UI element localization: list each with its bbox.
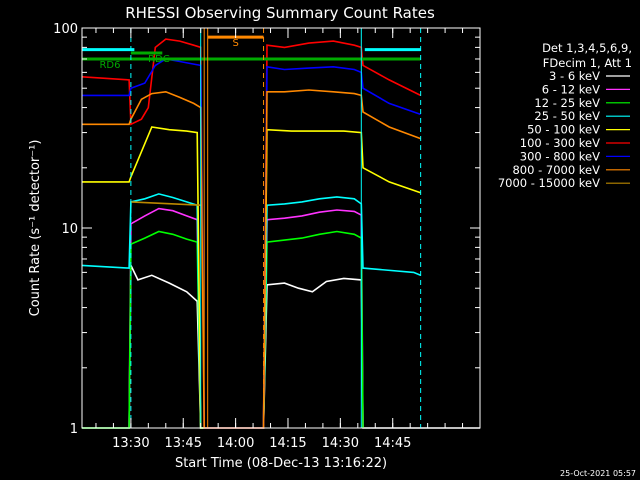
legend-label-4: 50 - 100 keV (527, 123, 600, 137)
flag-bar-label-2: RD6 (99, 60, 120, 71)
series-line-2 (82, 230, 364, 429)
x-tick-label-1: 13:45 (165, 436, 202, 451)
x-tick-label-3: 14:15 (269, 436, 306, 451)
x-tick-label-0: 13:30 (112, 436, 149, 451)
y-tick-label-0: 1 (70, 422, 78, 437)
y-axis-label: Count Rate (s⁻¹ detector⁻¹) (28, 140, 43, 317)
series-line-3 (81, 193, 421, 429)
legend-label-7: 800 - 7000 keV (512, 163, 600, 177)
flag-bar-label-3: RDC (148, 54, 170, 65)
series-line-1 (128, 207, 364, 429)
legend-title-1: FDecim 1, Att 1 (543, 56, 632, 70)
legend: Det 1,3,4,5,6,9,FDecim 1, Att 13 - 6 keV… (498, 41, 632, 190)
x-axis-label: Start Time (08-Dec-13 13:16:22) (175, 456, 387, 471)
x-tick-label-2: 14:00 (217, 436, 254, 451)
legend-label-0: 3 - 6 keV (549, 69, 600, 83)
series-line-4 (82, 126, 421, 429)
legend-label-3: 25 - 50 keV (534, 109, 600, 123)
legend-label-6: 300 - 800 keV (520, 149, 600, 163)
chart-title: RHESSI Observing Summary Count Rates (125, 4, 435, 22)
y-tick-label-2: 100 (53, 22, 78, 37)
series-line-8 (130, 201, 201, 206)
y-axis: 1 10 100 (53, 22, 480, 437)
timestamp: 25-Oct-2021 05:57 (560, 469, 636, 478)
legend-label-8: 7000 - 15000 keV (498, 176, 600, 190)
x-tick-label-5: 14:45 (374, 436, 411, 451)
series-line-7 (82, 89, 421, 429)
plot-area: RD6 RDC S (81, 28, 480, 429)
y-tick-label-1: 10 (61, 222, 78, 237)
legend-label-2: 12 - 25 keV (534, 96, 600, 110)
legend-label-5: 100 - 300 keV (520, 136, 600, 150)
legend-label-1: 6 - 12 keV (542, 82, 600, 96)
x-axis: 13:30 13:45 14:00 14:15 14:30 14:45 (95, 28, 481, 451)
flag-bar-label-4: S (233, 38, 239, 49)
x-tick-label-4: 14:30 (322, 436, 359, 451)
series-line-5 (81, 38, 421, 429)
legend-title-0: Det 1,3,4,5,6,9, (542, 41, 632, 55)
